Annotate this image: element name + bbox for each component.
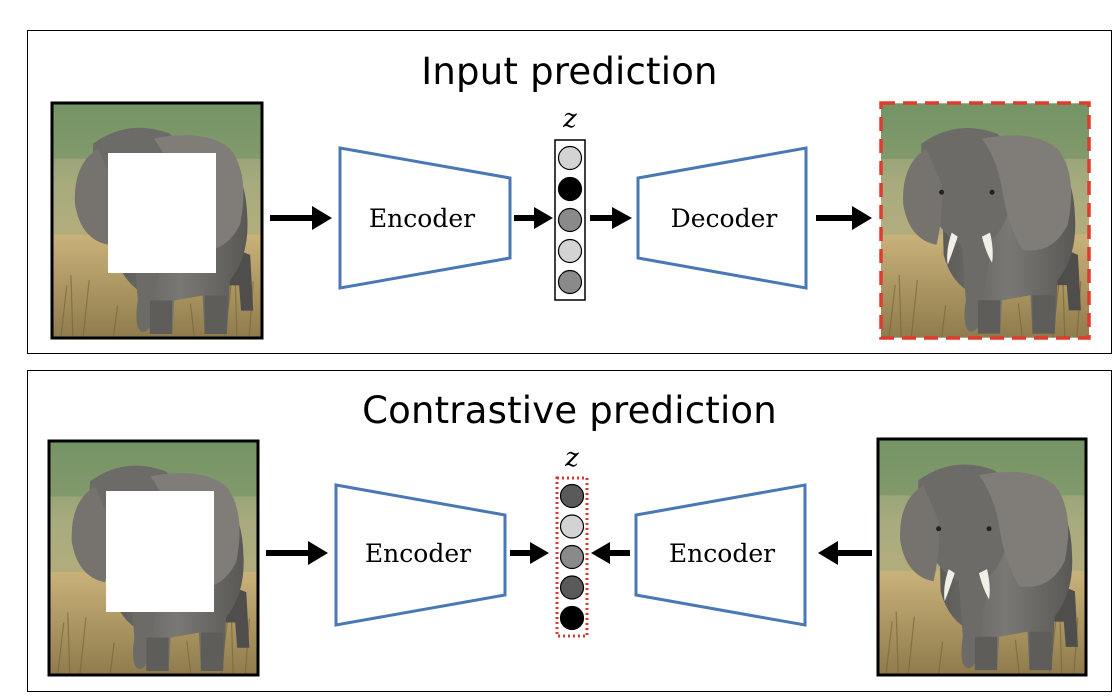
arrow-from-right-image (818, 541, 872, 565)
latent-unit-circle (559, 605, 585, 631)
arrow-to-encoder (270, 206, 332, 230)
decoder-label: Decoder (671, 204, 778, 233)
encoder-left-block: Encoder (334, 483, 507, 627)
latent-unit-circle (557, 145, 583, 171)
arrow-to-encoder-left (266, 541, 328, 565)
latent-unit-circle (557, 269, 583, 295)
arrow-left-to-latent (510, 542, 549, 564)
arrow-to-decoder (590, 207, 632, 229)
masked-input-image (50, 101, 264, 340)
encoder-left-label: Encoder (365, 539, 471, 568)
latent-unit-circle (557, 176, 583, 202)
encoder-label: Encoder (369, 204, 475, 233)
latent-unit-circle (557, 207, 583, 233)
panel-title-contrastive-prediction: Contrastive prediction (362, 389, 777, 432)
arrow-to-target (816, 206, 872, 230)
mask-patch (106, 491, 214, 612)
encoder-right-label: Encoder (669, 539, 775, 568)
arrow-right-to-latent (591, 542, 630, 564)
reconstructed-image (879, 101, 1091, 340)
latent-unit-circle (559, 544, 585, 570)
encoder-right-block: Encoder (634, 483, 807, 627)
latent-vector-bottom: z (555, 443, 589, 638)
arrow-to-latent (514, 207, 553, 229)
latent-unit-circle (557, 238, 583, 264)
decoder-block: Decoder (636, 146, 808, 290)
mask-patch (108, 153, 216, 273)
latent-vector: z (554, 104, 586, 301)
masked-input-image-bottom (47, 439, 260, 677)
latent-unit-circle (559, 483, 585, 509)
panel-title-input-prediction: Input prediction (421, 50, 718, 93)
latent-unit-circle (559, 575, 585, 600)
latent-unit-circle (559, 514, 585, 539)
target-image-bottom (876, 437, 1088, 677)
encoder-block: Encoder (338, 146, 512, 290)
latent-z-label: z (564, 443, 579, 473)
latent-z-label: z (562, 104, 577, 134)
